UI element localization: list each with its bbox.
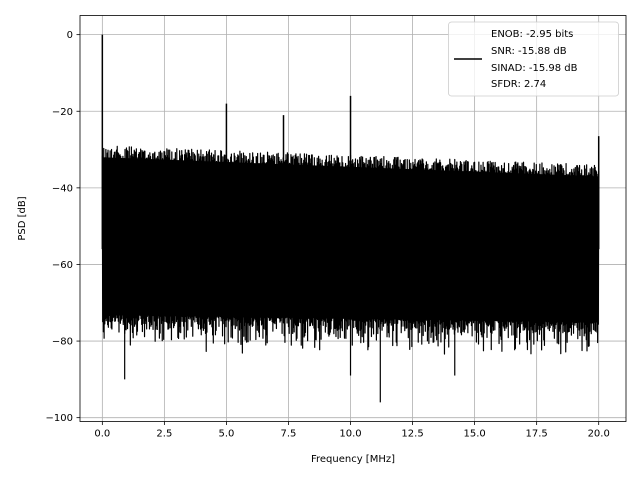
x-tick-label: 2.5: [156, 429, 172, 440]
x-tick-label: 17.5: [526, 429, 548, 440]
y-tick-label: −100: [46, 413, 73, 424]
legend-snr: SNR: -15.88 dB: [491, 46, 567, 57]
x-tick-label: 5.0: [218, 429, 234, 440]
y-tick-label: −20: [52, 107, 73, 118]
legend-box: [448, 21, 619, 97]
x-tick-label: 0.0: [94, 429, 110, 440]
y-tick-label: −80: [52, 337, 73, 348]
x-tick-label: 15.0: [463, 429, 485, 440]
y-tick-label: 0: [67, 30, 73, 41]
x-tick-label: 12.5: [401, 429, 423, 440]
y-axis-ticks: 0 −20 −40 −60 −80 −100: [46, 30, 80, 424]
x-tick-label: 7.5: [281, 429, 297, 440]
x-tick-label: 20.0: [588, 429, 610, 440]
plot-frame: [79, 15, 627, 422]
psd-series: [101, 34, 600, 403]
x-axis-label: Frequency [MHz]: [311, 454, 395, 465]
x-tick-label: 10.0: [339, 429, 361, 440]
axes-frame: [79, 15, 627, 422]
legend-enob: ENOB: -2.95 bits: [491, 29, 573, 40]
legend: ENOB: -2.95 bits SNR: -15.88 dB SINAD: -…: [448, 21, 619, 97]
legend-sinad: SINAD: -15.98 dB: [491, 63, 578, 74]
y-tick-label: −60: [52, 260, 73, 271]
y-tick-label: −40: [52, 183, 73, 194]
legend-sfdr: SFDR: 2.74: [491, 79, 546, 90]
x-axis-ticks: 0.0 2.5 5.0 7.5 10.0 12.5 15.0 17.5 20.0: [94, 421, 610, 440]
y-axis-label: PSD [dB]: [17, 196, 28, 240]
